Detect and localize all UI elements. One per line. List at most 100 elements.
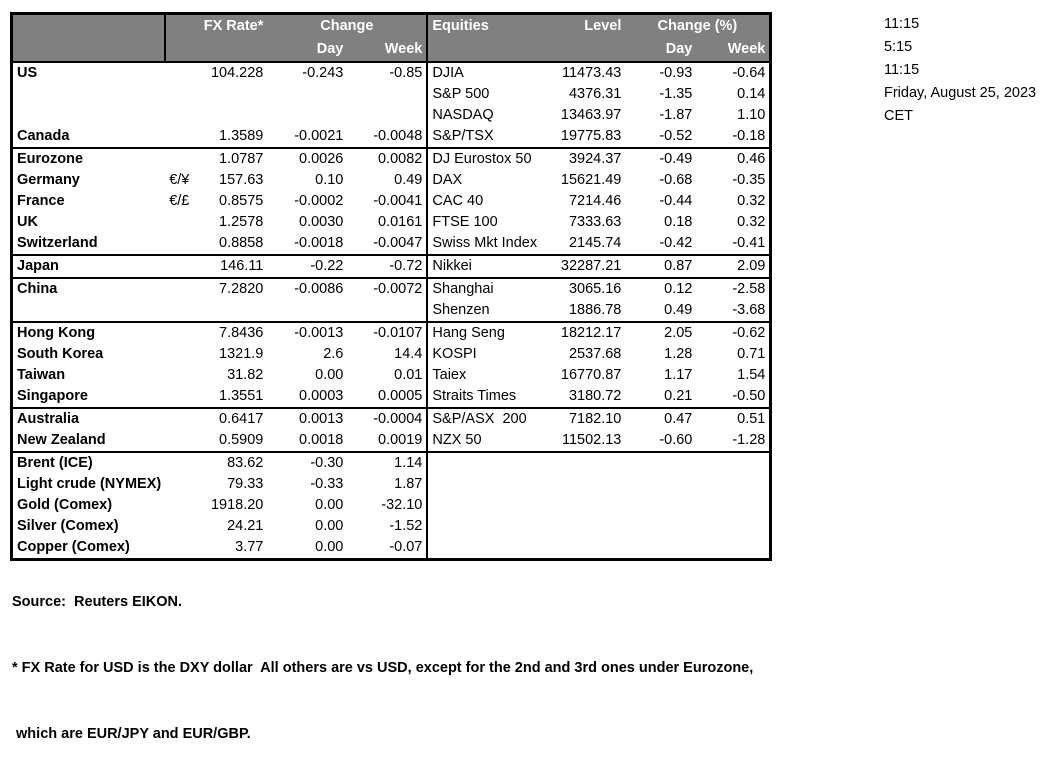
- table-row: Australia 0.6417 0.0013 -0.0004 S&P/ASX 200 7…: [13, 408, 769, 430]
- fx-week-cell: -0.0004: [347, 408, 429, 430]
- pair-cell: [165, 148, 193, 170]
- fx-week-cell: [347, 84, 429, 105]
- country-cell: Copper (Comex): [17, 539, 130, 555]
- header-eq-change-pct: Change (%): [625, 15, 770, 38]
- pair-cell: [165, 495, 193, 516]
- fx-week-cell: -0.07: [347, 537, 429, 558]
- pair-cell: [165, 516, 193, 537]
- equity-name-cell: Straits Times: [427, 386, 546, 409]
- fx-week-cell: -0.85: [347, 62, 429, 84]
- pair-cell: [165, 126, 194, 149]
- table-row: Switzerland 0.8858 -0.0018 -0.0047 Swiss Mkt…: [13, 233, 770, 256]
- equity-week-cell: 0.51: [737, 411, 766, 427]
- equity-level-cell: 1886.78: [545, 300, 626, 323]
- equity-week-cell: [696, 452, 769, 474]
- equity-week-cell: 1.10: [737, 107, 766, 123]
- equity-week-cell: -0.50: [696, 386, 770, 409]
- pair-cell: [165, 84, 193, 105]
- timezone-label: CET: [884, 108, 913, 124]
- equity-name-cell: KOSPI: [432, 346, 477, 362]
- fx-day-cell: -0.0086: [294, 281, 344, 297]
- fx-week-cell: -0.0107: [347, 322, 429, 344]
- header-pair-blank: [165, 15, 194, 38]
- fx-footnote-line2: which are EUR/JPY and EUR/GBP.: [12, 726, 251, 742]
- equity-level-cell: 2537.68: [568, 346, 622, 362]
- equity-day-cell: 1.28: [664, 346, 693, 362]
- fx-rate-cell: 1.3589: [193, 126, 268, 149]
- equity-week-cell: -0.64: [732, 65, 766, 81]
- fx-day-cell: -0.243: [302, 65, 344, 81]
- equity-day-cell: -1.35: [659, 86, 693, 102]
- fx-day-cell: -0.0013: [294, 325, 344, 341]
- fx-week-cell: 0.0005: [347, 386, 429, 409]
- fx-rate-cell: 146.11: [193, 255, 268, 279]
- equity-level-cell: 7182.10: [568, 411, 622, 427]
- country-cell: US: [17, 65, 38, 81]
- date-label: Friday, August 25, 2023: [884, 85, 1037, 101]
- header-row-2: Day Week Day Week: [13, 38, 770, 63]
- pair-cell: [165, 255, 194, 279]
- equity-name-cell: S&P/ASX 200: [432, 411, 527, 427]
- fx-day-cell: 0.0030: [299, 214, 344, 230]
- equity-week-cell: 0.32: [737, 193, 766, 209]
- fx-rate-cell: 24.21: [227, 518, 264, 534]
- timestamps: 11:15 5:15 11:15 Friday, August 25, 2023…: [884, 13, 1036, 128]
- equity-week-cell: -0.41: [696, 233, 770, 256]
- equity-level-cell: 15621.49: [560, 172, 622, 188]
- equity-level-cell: [545, 474, 625, 495]
- table-row: Copper (Comex) 3.77 0.00 -0.07: [13, 537, 769, 558]
- table-row: Taiwan 31.82 0.00 0.01 Taiex 16770.87 1.17 1.54: [13, 365, 769, 386]
- country-cell: [13, 105, 165, 126]
- country-cell: [13, 84, 165, 105]
- equity-week-cell: [696, 474, 769, 495]
- table-row: Hong Kong 7.8436 -0.0013 -0.0107 Hang Seng 18…: [13, 322, 769, 344]
- fx-week-cell: 0.0161: [347, 212, 429, 233]
- timestamp-1: 11:15: [884, 16, 920, 32]
- equity-level-cell: [545, 452, 625, 474]
- equity-name-cell: Swiss Mkt Index: [427, 233, 546, 256]
- equity-week-cell: 0.14: [737, 86, 766, 102]
- pair-cell: [165, 430, 194, 453]
- fx-rate-cell: 157.63: [219, 172, 264, 188]
- fx-week-cell: -0.0041: [347, 191, 429, 212]
- table-row: Singapore 1.3551 0.0003 0.0005 Straits Times…: [13, 386, 770, 409]
- fx-week-cell: -32.10: [347, 495, 429, 516]
- equity-week-cell: 0.32: [737, 214, 766, 230]
- fx-week-cell: -1.52: [347, 516, 429, 537]
- equity-day-cell: -0.44: [659, 193, 693, 209]
- equity-week-cell: -1.28: [696, 430, 770, 453]
- header-equities-blank: [427, 38, 546, 63]
- fx-day-cell: 0.00: [315, 497, 344, 513]
- fx-rate-cell: 1.2578: [219, 214, 264, 230]
- equity-week-cell: -0.35: [732, 172, 766, 188]
- table-row: S&P 500 4376.31 -1.35 0.14: [13, 84, 769, 105]
- header-equities: Equities: [427, 15, 546, 38]
- equity-day-cell: 1.17: [664, 367, 693, 383]
- header-fx-change: Change: [267, 15, 429, 38]
- fx-week-cell: -0.0047: [347, 233, 429, 256]
- equity-day-cell: [625, 516, 696, 537]
- equity-level-cell: 7214.46: [568, 193, 622, 209]
- pair-cell: [165, 105, 193, 126]
- equity-level-cell: 19775.83: [545, 126, 626, 149]
- table-body: US 104.228 -0.243 -0.85 DJIA 11473.43 -0.93 -0.…: [13, 62, 770, 558]
- country-cell: Silver (Comex): [17, 518, 119, 534]
- country-cell: UK: [17, 214, 38, 230]
- equity-name-cell: FTSE 100: [432, 214, 498, 230]
- fx-day-cell: -0.0018: [267, 233, 348, 256]
- pair-cell: €/¥: [169, 172, 190, 188]
- pair-cell: [165, 386, 194, 409]
- equity-day-cell: [625, 452, 696, 474]
- table-row: Japan 146.11 -0.22 -0.72 Nikkei 32287.21 0.87 2…: [13, 255, 770, 279]
- equity-day-cell: -0.42: [625, 233, 697, 256]
- fx-week-cell: -0.0048: [347, 126, 429, 149]
- table-row: US 104.228 -0.243 -0.85 DJIA 11473.43 -0.93 -0.…: [13, 62, 769, 84]
- equity-day-cell: -0.60: [625, 430, 697, 453]
- equity-week-cell: -3.68: [696, 300, 770, 323]
- equity-level-cell: 13463.97: [560, 107, 622, 123]
- fx-day-cell: 0.0003: [267, 386, 348, 409]
- table-row: Silver (Comex) 24.21 0.00 -1.52: [13, 516, 769, 537]
- fx-week-cell: [347, 105, 429, 126]
- table-header: FX Rate* Change Equities Level Change (%…: [13, 15, 770, 63]
- equity-level-cell: 4376.31: [568, 86, 622, 102]
